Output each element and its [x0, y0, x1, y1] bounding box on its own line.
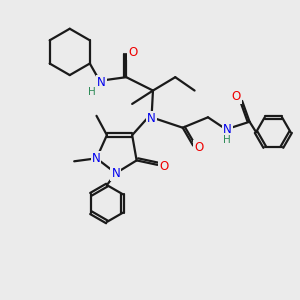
- Text: N: N: [92, 152, 100, 165]
- Text: N: N: [223, 123, 232, 136]
- Text: N: N: [97, 76, 106, 89]
- Text: O: O: [128, 46, 137, 59]
- Text: O: O: [232, 90, 241, 103]
- Text: H: H: [224, 136, 231, 146]
- Text: O: O: [159, 160, 169, 173]
- Text: H: H: [88, 87, 95, 97]
- Text: N: N: [147, 112, 156, 125]
- Text: O: O: [194, 140, 204, 154]
- Text: N: N: [111, 167, 120, 180]
